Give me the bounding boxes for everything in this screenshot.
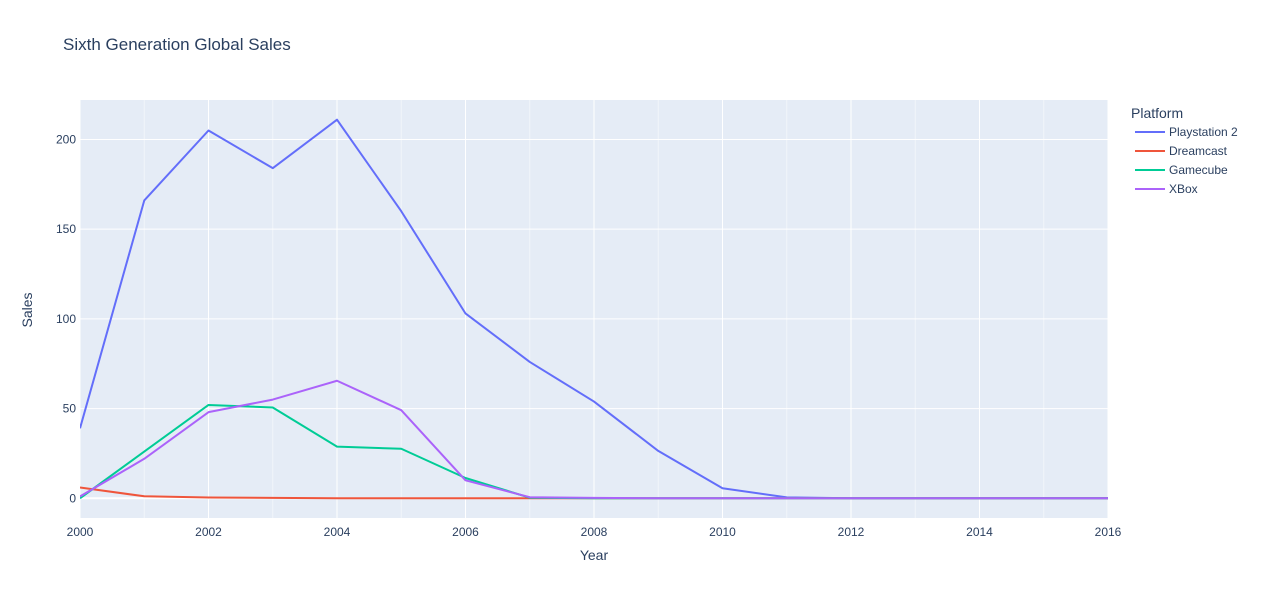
series-group — [80, 118, 1108, 500]
y-axis-title: Sales — [19, 292, 35, 327]
x-tick-label: 2012 — [838, 525, 865, 539]
y-tick-label: 50 — [63, 402, 77, 416]
x-tick-label: 2016 — [1095, 525, 1122, 539]
plot-area: 2000 2002 2004 2006 2008 2010 2012 2014 2016 0 50 1… — [56, 100, 1122, 539]
legend-item-gamecube[interactable]: Gamecube — [1135, 163, 1228, 177]
y-tick-label: 0 — [69, 491, 76, 505]
x-tick-label: 2008 — [581, 525, 608, 539]
x-tick-label: 2002 — [195, 525, 222, 539]
x-tick-label: 2004 — [324, 525, 351, 539]
legend-label: Gamecube — [1169, 163, 1228, 177]
legend-label: XBox — [1169, 182, 1198, 196]
y-tick-label: 100 — [56, 312, 76, 326]
y-tick-label: 150 — [56, 222, 76, 236]
legend-item-playstation-2[interactable]: Playstation 2 — [1135, 125, 1238, 139]
chart-title: Sixth Generation Global Sales — [63, 35, 291, 54]
legend: Platform Playstation 2 Dreamcast Gamecube X… — [1131, 105, 1238, 196]
legend-item-dreamcast[interactable]: Dreamcast — [1135, 144, 1228, 158]
x-axis-title: Year — [580, 547, 609, 563]
x-tick-label: 2014 — [966, 525, 993, 539]
x-tick-label: 2000 — [67, 525, 94, 539]
x-tick-label: 2010 — [709, 525, 736, 539]
y-tick-label: 200 — [56, 132, 76, 146]
legend-item-xbox[interactable]: XBox — [1135, 182, 1198, 196]
legend-label: Dreamcast — [1169, 144, 1228, 158]
x-tick-label: 2006 — [452, 525, 479, 539]
series-line-xbox — [80, 379, 1108, 500]
legend-label: Playstation 2 — [1169, 125, 1238, 139]
legend-title: Platform — [1131, 105, 1183, 121]
